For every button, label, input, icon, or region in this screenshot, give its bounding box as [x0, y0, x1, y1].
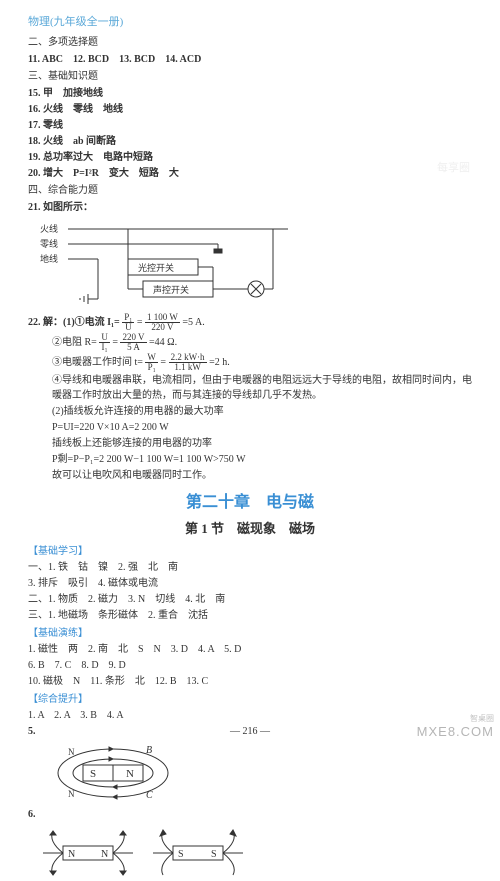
svg-text:N: N	[68, 789, 75, 799]
practice-1: 1. 磁性 两 2. 南 北 S N 3. D 4. A 5. D	[28, 642, 472, 657]
q5-diagram: S N B C N N	[38, 743, 472, 803]
improve-label: 【综合提升】	[28, 692, 472, 707]
basic-18: 18. 火线 ab 间断路	[28, 134, 472, 149]
study-2: 3. 排斥 吸引 4. 磁体或电流	[28, 576, 472, 591]
svg-text:零线: 零线	[40, 238, 58, 249]
svg-text:S: S	[211, 849, 217, 860]
improve-1: 1. A 2. A 3. B 4. A	[28, 708, 472, 723]
q6-label: 6.	[28, 807, 472, 822]
q22-line9: 故可以让电吹风和电暖器同时工作。	[28, 468, 472, 483]
circuit-diagram: 火线 零线 地线 光控开关 声控开关	[38, 219, 472, 309]
svg-text:N: N	[101, 849, 108, 860]
q22-line4: ④导线和电暖器串联，电流相同，但由于电暖器的电阻远远大于导线的电阻，故相同时间内…	[28, 373, 472, 403]
section-2-label: 二、多项选择题	[28, 35, 472, 50]
svg-text:S: S	[90, 768, 96, 780]
q22-line8: P剩=P−P₁=2 200 W−1 100 W=1 100 W>750 W	[28, 452, 472, 467]
study-3: 二、1. 物质 2. 磁力 3. N 切线 4. 北 南	[28, 592, 472, 607]
svg-text:火线: 火线	[40, 223, 58, 234]
q22-line5: (2)插线板允许连接的用电器的最大功率	[28, 404, 472, 419]
section-4-label: 四、综合能力题	[28, 183, 472, 198]
basic-20: 20. 增大 P=I²R 变大 短路 大	[28, 166, 472, 181]
section-title: 第 1 节 磁现象 磁场	[28, 519, 472, 539]
watermark-mid: 每享圈	[437, 160, 470, 177]
q22-line6: P=UI=220 V×10 A=2 200 W	[28, 420, 472, 435]
svg-text:N: N	[126, 768, 134, 780]
q22-line3: ③电暖器工作时间 t= WP₁ = 2.2 kW·h1.1 kW =2 h.	[28, 353, 472, 372]
study-1: 一、1. 铁 钴 镍 2. 强 北 南	[28, 560, 472, 575]
q22-line2: ②电阻 R= UI₁ = 220 V5 A =44 Ω.	[28, 333, 472, 352]
study-4: 三、1. 地磁场 条形磁体 2. 重合 沈括	[28, 608, 472, 623]
practice-3: 10. 磁极 N 11. 条形 北 12. B 13. C	[28, 674, 472, 689]
q21-label: 21. 如图所示：	[28, 200, 472, 215]
svg-text:C: C	[146, 790, 153, 801]
basic-15: 15. 甲 加接地线	[28, 86, 472, 101]
watermark-main: MXE8.COM	[417, 722, 494, 742]
chapter-title: 第二十章 电与磁	[28, 491, 472, 515]
basic-19: 19. 总功率过大 电路中短路	[28, 150, 472, 165]
practice-label: 【基础演练】	[28, 626, 472, 641]
multi-choice-answers: 11. ABC 12. BCD 13. BCD 14. ACD	[28, 52, 472, 67]
q6-diagram: N N S S	[38, 826, 472, 881]
svg-text:N: N	[68, 747, 75, 757]
svg-text:声控开关: 声控开关	[153, 284, 189, 295]
q22-line7: 插线板上还能够连接的用电器的功率	[28, 436, 472, 451]
study-label: 【基础学习】	[28, 544, 472, 559]
book-header: 物理(九年级全一册)	[28, 14, 472, 31]
basic-16: 16. 火线 零线 地线	[28, 102, 472, 117]
svg-text:光控开关: 光控开关	[138, 262, 174, 273]
basic-17: 17. 零线	[28, 118, 472, 133]
section-3-label: 三、基础知识题	[28, 69, 472, 84]
q22-line1: 22. 解：(1)①电流 I₁= P₁U = 1 100 W220 V =5 A…	[28, 313, 472, 332]
svg-text:N: N	[68, 849, 75, 860]
svg-text:S: S	[178, 849, 184, 860]
practice-2: 6. B 7. C 8. D 9. D	[28, 658, 472, 673]
svg-text:地线: 地线	[40, 253, 58, 264]
